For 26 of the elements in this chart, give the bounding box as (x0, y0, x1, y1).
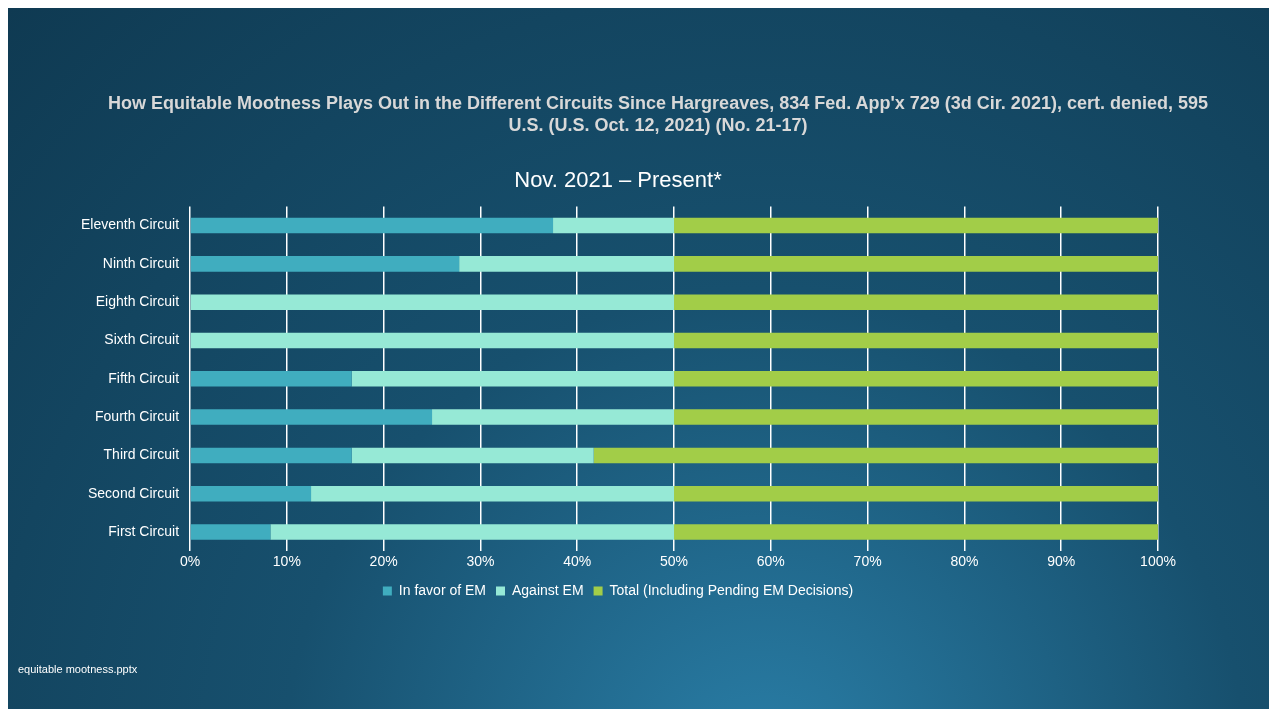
x-tick-label: 20% (369, 553, 398, 570)
x-tick-label: 60% (756, 553, 785, 570)
x-tick-label: 100% (1140, 553, 1176, 570)
x-tick-label: 50% (660, 553, 689, 570)
chart-title: How Equitable Mootness Plays Out in the Different Circuits Since Hargreaves, 834 Fed. App'x 729 (3d Cir. 2021), cert. denied, 595 U.S. (U.S. Oct. 12, 2021) (No. 21-17) (108, 92, 1208, 136)
x-tick-label: 70% (853, 553, 882, 570)
y-tick-label: Second Circuit (87, 484, 180, 501)
x-tick-label: 80% (950, 553, 979, 570)
y-tick-label: Third Circuit (103, 446, 180, 463)
y-tick-label: Sixth Circuit (104, 331, 180, 348)
y-tick-label: Eighth Circuit (95, 293, 180, 310)
x-tick-label: 90% (1047, 553, 1076, 570)
legend-label: Total (Including Pending EM Decisions) (609, 581, 854, 598)
y-tick-label: Ninth Circuit (102, 254, 180, 271)
x-tick-label: 30% (466, 553, 495, 570)
chart-subtitle: Nov. 2021 – Present* (514, 167, 723, 193)
y-tick-label: Fourth Circuit (95, 407, 180, 424)
y-tick-label: Fifth Circuit (108, 369, 180, 386)
x-tick-label: 0% (179, 553, 201, 570)
legend-label: Against EM (512, 581, 584, 598)
legend-label: In favor of EM (398, 581, 487, 598)
y-tick-label: First Circuit (108, 522, 180, 539)
x-tick-label: 40% (563, 553, 592, 570)
y-tick-label: Eleventh Circuit (80, 216, 180, 233)
x-tick-label: 10% (272, 553, 301, 570)
text: equitable mootness.pptx (18, 663, 138, 675)
